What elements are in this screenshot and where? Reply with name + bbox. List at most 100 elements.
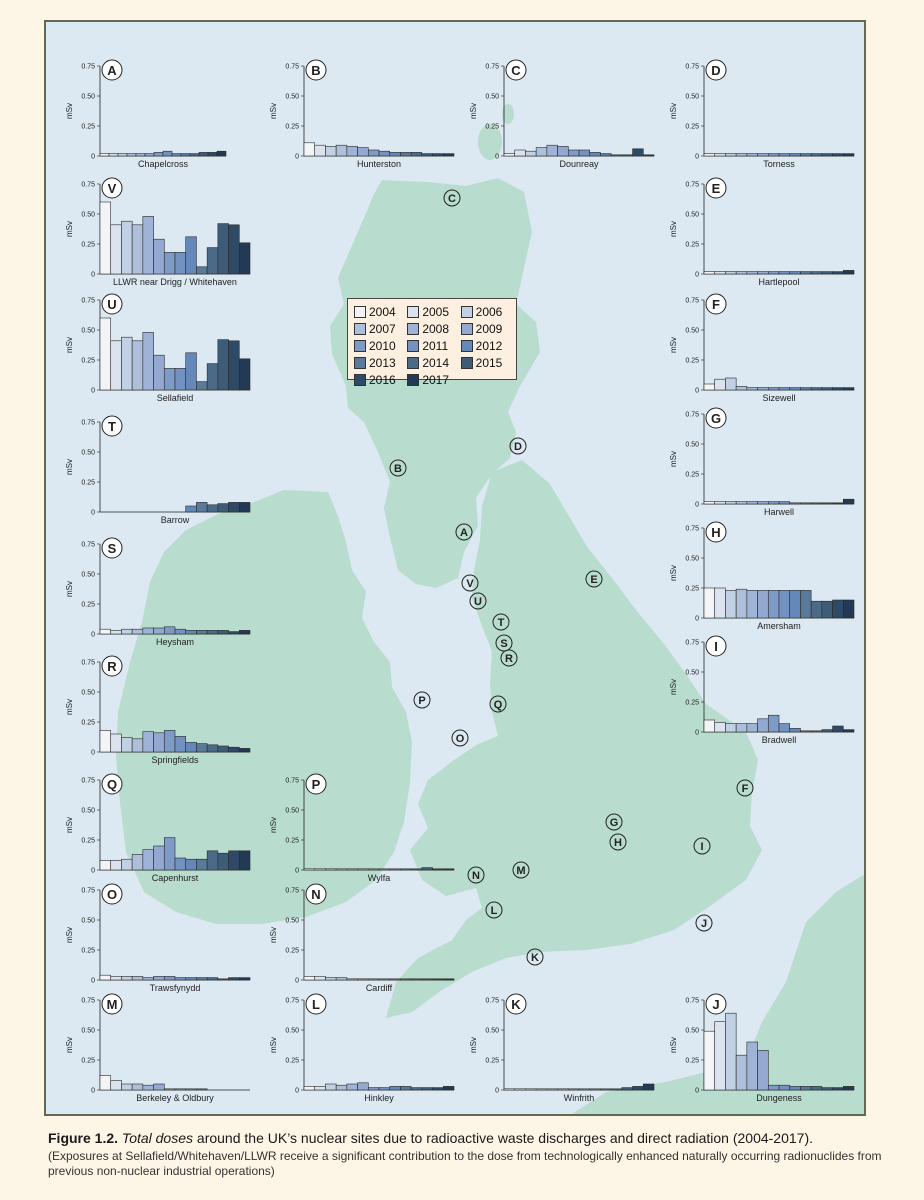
site-letter: P xyxy=(312,777,321,792)
bar-2016 xyxy=(832,725,844,733)
bar-2006 xyxy=(725,271,737,275)
chart-panel-dungeness: 0 0.25 0.50 0.75 mSv Dungeness J xyxy=(669,993,855,1103)
y-axis-label: mSv xyxy=(469,103,478,119)
y-tick-label: 0.25 xyxy=(685,242,699,249)
bar-2010 xyxy=(367,868,380,871)
bar-2014 xyxy=(410,978,423,981)
bar-2015 xyxy=(821,1087,833,1091)
legend-swatch xyxy=(460,306,473,318)
map-label-d: D xyxy=(514,441,522,453)
y-axis-label: mSv xyxy=(65,221,74,237)
y-tick-label: 0 xyxy=(695,502,699,509)
bar-2013 xyxy=(600,1088,612,1091)
bar-2013 xyxy=(800,1086,812,1091)
bar-2014 xyxy=(189,153,200,157)
bar-2004 xyxy=(703,501,716,505)
bar-2016 xyxy=(632,1086,644,1091)
y-tick-label: 0.50 xyxy=(81,212,95,219)
bar-2011 xyxy=(174,857,187,871)
chart-title: Sellafield xyxy=(157,393,194,403)
legend-swatch xyxy=(354,374,366,386)
bar-2004 xyxy=(99,1075,112,1091)
bar-2016 xyxy=(432,978,444,981)
site-letter-circle xyxy=(101,773,123,795)
bar-2010 xyxy=(163,626,176,635)
bar-2015 xyxy=(217,223,229,275)
legend-item-2007: 2007 xyxy=(354,322,405,336)
figure-caption: Figure 1.2. Total doses around the UK’s … xyxy=(48,1130,888,1179)
bar-2006 xyxy=(121,220,133,275)
bar-2017 xyxy=(442,1086,455,1091)
bar-2015 xyxy=(217,852,229,871)
y-tick-label: 0.50 xyxy=(685,556,699,563)
bar-2011 xyxy=(578,149,591,157)
chart-title: Hinkley xyxy=(364,1093,394,1103)
bar-2005 xyxy=(110,224,122,275)
bar-2017 xyxy=(238,977,251,981)
bar-2004 xyxy=(303,142,316,157)
chart-panel-sellafield: 0 0.25 0.50 0.75 mSv Sellafield U xyxy=(65,293,251,403)
bar-2010 xyxy=(163,368,176,391)
chart-title: Wylfa xyxy=(368,873,390,883)
bar-2009 xyxy=(757,387,769,391)
bar-2004 xyxy=(503,1088,516,1091)
chart-panel-barrow: 0 0.25 0.50 0.75 mSv Barrow T xyxy=(65,415,251,525)
chart-title: Springfields xyxy=(151,755,199,765)
caption-emphasis: Total doses xyxy=(121,1130,194,1146)
legend-label: 2012 xyxy=(475,339,503,353)
site-letter-circle xyxy=(505,993,527,1015)
bar-2006 xyxy=(121,628,133,635)
bar-2008 xyxy=(746,387,758,391)
map-label-f: F xyxy=(742,783,749,795)
map-marker-l xyxy=(485,901,503,919)
y-tick-label: 0.50 xyxy=(285,94,299,101)
bar-2014 xyxy=(410,1087,423,1091)
y-tick-label: 0.50 xyxy=(685,328,699,335)
y-axis-label: mSv xyxy=(65,459,74,475)
y-tick-label: 0 xyxy=(695,730,699,737)
bar-2006 xyxy=(121,1083,133,1091)
site-letter: S xyxy=(108,541,117,556)
legend-label: 2006 xyxy=(475,305,503,319)
bar-2005 xyxy=(110,340,122,391)
legend-item-2008: 2008 xyxy=(407,322,458,336)
bar-2012 xyxy=(789,271,801,275)
chart-title: Cardiff xyxy=(366,983,393,993)
bar-2010 xyxy=(163,252,176,275)
legend-swatch xyxy=(407,340,420,352)
legend-swatch xyxy=(460,340,473,352)
chart-title: Bradwell xyxy=(762,735,797,745)
y-tick-label: 0.25 xyxy=(285,838,299,845)
bar-2010 xyxy=(767,714,780,733)
map-marker-p xyxy=(413,691,431,709)
chart-panel-amersham: 0 0.25 0.50 0.75 mSv Amersham H xyxy=(669,521,855,631)
site-letter: B xyxy=(311,63,320,78)
bar-2017 xyxy=(238,748,251,753)
bar-2015 xyxy=(198,152,209,157)
site-letter: G xyxy=(711,411,721,426)
chart-panel-wylfa: 0 0.25 0.50 0.75 mSv Wylfa P xyxy=(269,773,455,883)
y-axis-label: mSv xyxy=(269,817,278,833)
bar-2011 xyxy=(174,628,187,635)
bar-2017 xyxy=(238,502,251,513)
bar-2008 xyxy=(142,216,154,275)
bar-2015 xyxy=(421,867,433,871)
y-axis-label: mSv xyxy=(669,1037,678,1053)
bar-2012 xyxy=(789,1086,801,1091)
bar-2009 xyxy=(144,153,155,157)
y-axis-label: mSv xyxy=(669,451,678,467)
legend-label: 2009 xyxy=(475,322,503,336)
bar-2008 xyxy=(546,144,558,157)
bar-2016 xyxy=(432,153,444,157)
legend-swatch xyxy=(354,306,366,318)
map-label-o: O xyxy=(456,733,465,745)
map-marker-a xyxy=(455,523,473,541)
bar-2009 xyxy=(153,627,165,635)
map-marker-v xyxy=(461,574,479,592)
bar-2016 xyxy=(228,977,240,981)
bar-2005 xyxy=(108,153,119,157)
map-marker-i xyxy=(693,837,711,855)
y-tick-label: 0.25 xyxy=(81,720,95,727)
bar-2011 xyxy=(174,368,187,391)
